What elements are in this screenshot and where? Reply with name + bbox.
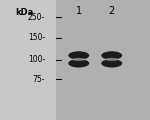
Ellipse shape	[68, 59, 89, 67]
Text: 1: 1	[76, 6, 82, 16]
Text: 250-: 250-	[28, 13, 45, 22]
Text: 100-: 100-	[28, 55, 45, 65]
Ellipse shape	[68, 51, 89, 60]
Text: 75-: 75-	[33, 75, 45, 84]
Text: 2: 2	[109, 6, 115, 16]
Text: 150-: 150-	[28, 33, 45, 42]
Ellipse shape	[105, 58, 119, 61]
Ellipse shape	[72, 58, 86, 61]
Ellipse shape	[101, 59, 122, 67]
Text: kDa: kDa	[15, 8, 33, 17]
Ellipse shape	[101, 51, 122, 60]
FancyBboxPatch shape	[56, 0, 150, 120]
